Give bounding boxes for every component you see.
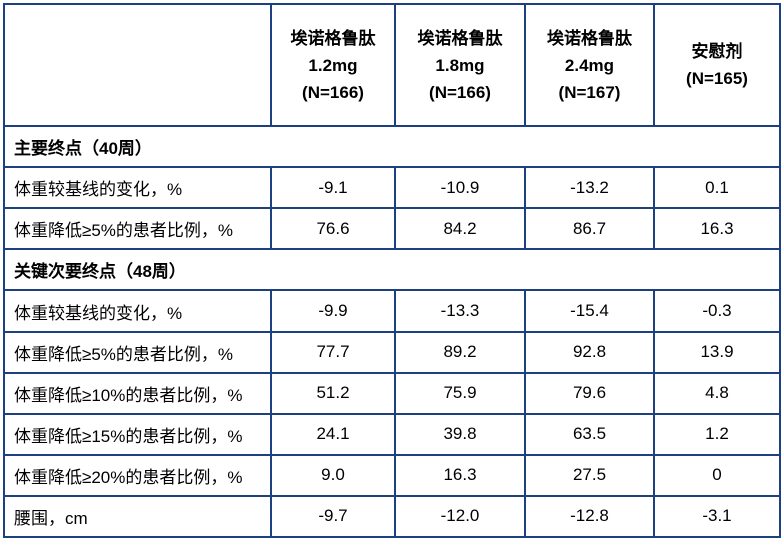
table-row: 体重较基线的变化，% -9.1 -10.9 -13.2 0.1 [3,166,781,210]
table-row: 腰围，cm -9.7 -12.0 -12.8 -3.1 [3,494,781,539]
value-cell: -12.0 [394,494,526,539]
row-label: 体重降低≥5%的患者比例，% [3,207,272,251]
header-row: 埃诺格鲁肽 1.2mg (N=166) 埃诺格鲁肽 1.8mg (N=166) … [3,2,781,128]
value-cell: 75.9 [394,371,526,415]
value-cell: 51.2 [270,371,396,415]
value-cell: 16.3 [394,453,526,497]
column-header-placebo: 安慰剂 (N=165) [653,2,781,128]
table-row: 体重降低≥15%的患者比例，% 24.1 39.8 63.5 1.2 [3,412,781,456]
value-cell: 63.5 [524,412,655,456]
section-row-secondary-endpoint: 关键次要终点（48周） [3,248,781,292]
value-cell: 77.7 [270,330,396,374]
value-cell: 39.8 [394,412,526,456]
table-row: 体重降低≥5%的患者比例，% 76.6 84.2 86.7 16.3 [3,207,781,251]
drug-name: 埃诺格鲁肽 [290,28,376,48]
value-cell: 76.6 [270,207,396,251]
value-cell: 13.9 [653,330,781,374]
value-cell: 16.3 [653,207,781,251]
value-cell: -13.3 [394,289,526,333]
section-title: 关键次要终点（48周） [3,248,781,292]
row-label: 体重降低≥10%的患者比例，% [3,371,272,415]
drug-name: 埃诺格鲁肽 [417,28,503,48]
sample-size: (N=166) [429,82,491,102]
value-cell: 1.2 [653,412,781,456]
table-row: 体重降低≥5%的患者比例，% 77.7 89.2 92.8 13.9 [3,330,781,374]
value-cell: -12.8 [524,494,655,539]
value-cell: -9.7 [270,494,396,539]
section-title: 主要终点（40周） [3,125,781,169]
row-label: 体重降低≥20%的患者比例，% [3,453,272,497]
row-label: 体重降低≥15%的患者比例，% [3,412,272,456]
value-cell: -3.1 [653,494,781,539]
value-cell: 0.1 [653,166,781,210]
column-header-dose-1-8mg: 埃诺格鲁肽 1.8mg (N=166) [394,2,526,128]
dose-label: 2.4mg [564,55,615,75]
value-cell: 24.1 [270,412,396,456]
row-label: 体重较基线的变化，% [3,166,272,210]
value-cell: -9.9 [270,289,396,333]
sample-size: (N=167) [558,82,621,102]
value-cell: 86.7 [524,207,655,251]
value-cell: -9.1 [270,166,396,210]
row-label: 腰围，cm [3,494,272,539]
table-row: 体重降低≥20%的患者比例，% 9.0 16.3 27.5 0 [3,453,781,497]
value-cell: 89.2 [394,330,526,374]
dose-label: 1.2mg [308,55,358,75]
dose-label: 1.8mg [435,55,485,75]
value-cell: 92.8 [524,330,655,374]
value-cell: -0.3 [653,289,781,333]
row-label: 体重降低≥5%的患者比例，% [3,330,272,374]
value-cell: 9.0 [270,453,396,497]
corner-cell [3,2,272,128]
value-cell: 0 [653,453,781,497]
efficacy-results-table: 埃诺格鲁肽 1.2mg (N=166) 埃诺格鲁肽 1.8mg (N=166) … [3,2,781,539]
value-cell: 27.5 [524,453,655,497]
drug-name: 埃诺格鲁肽 [547,28,632,48]
drug-name: 安慰剂 [691,42,743,62]
sample-size: (N=165) [686,69,748,89]
column-header-dose-2-4mg: 埃诺格鲁肽 2.4mg (N=167) [524,2,655,128]
table-row: 体重较基线的变化，% -9.9 -13.3 -15.4 -0.3 [3,289,781,333]
column-header-dose-1-2mg: 埃诺格鲁肽 1.2mg (N=166) [270,2,396,128]
value-cell: -10.9 [394,166,526,210]
value-cell: -15.4 [524,289,655,333]
row-label: 体重较基线的变化，% [3,289,272,333]
value-cell: 4.8 [653,371,781,415]
value-cell: -13.2 [524,166,655,210]
value-cell: 79.6 [524,371,655,415]
table-row: 体重降低≥10%的患者比例，% 51.2 75.9 79.6 4.8 [3,371,781,415]
section-row-primary-endpoint: 主要终点（40周） [3,125,781,169]
value-cell: 84.2 [394,207,526,251]
sample-size: (N=166) [302,82,364,102]
